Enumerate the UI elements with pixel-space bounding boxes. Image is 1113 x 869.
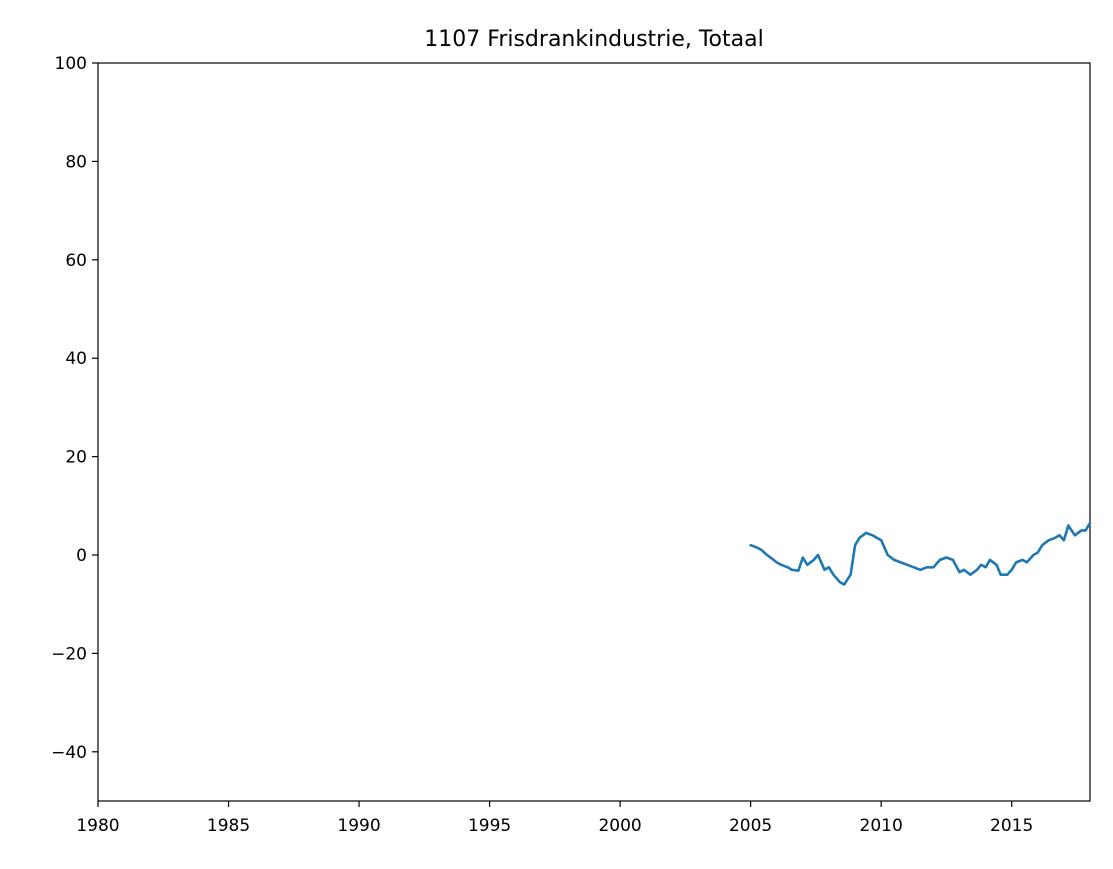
x-tick-label: 1990 <box>337 816 380 836</box>
y-tick-label: 60 <box>65 251 87 271</box>
series-layer <box>749 521 1092 586</box>
y-tick-label: −20 <box>51 644 87 664</box>
y-tick-label: 100 <box>55 54 87 74</box>
x-tick-label: 1995 <box>468 816 511 836</box>
x-tick-label: 2000 <box>598 816 641 836</box>
x-axis: 1980 1985 1990 1995 2000 2005 2010 2015 <box>76 801 1033 836</box>
y-tick-label: −40 <box>51 743 87 763</box>
x-tick-label: 2010 <box>860 816 903 836</box>
y-axis: −40 −20 0 20 40 60 80 100 <box>51 54 98 763</box>
y-tick-label: 80 <box>65 152 87 172</box>
chart-title: 1107 Frisdrankindustrie, Totaal <box>424 27 763 52</box>
x-tick-label: 2015 <box>990 816 1033 836</box>
x-tick-label: 2005 <box>729 816 772 836</box>
y-tick-label: 40 <box>65 349 87 369</box>
plot-frame <box>97 62 1091 802</box>
series-line <box>749 521 1092 586</box>
y-tick-label: 20 <box>65 448 87 468</box>
x-tick-label: 1980 <box>76 816 119 836</box>
x-tick-label: 1985 <box>207 816 250 836</box>
y-tick-label: 0 <box>76 546 87 566</box>
